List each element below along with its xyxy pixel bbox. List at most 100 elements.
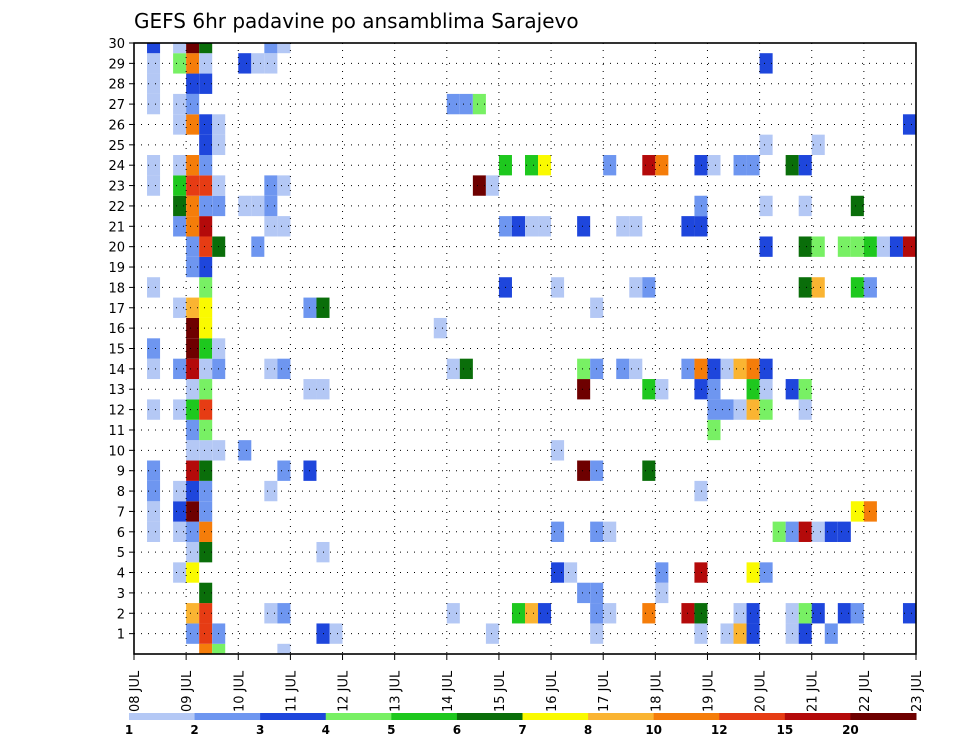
plot-frame: [133, 42, 917, 655]
heatmap-cell: [642, 277, 656, 298]
heatmap-cell: [173, 521, 187, 542]
heatmap-cell: [264, 358, 278, 380]
heatmap-cell: [173, 175, 187, 196]
x-tick-label: 21 JUL: [806, 670, 821, 712]
heatmap-cell: [525, 155, 539, 176]
heatmap-cell: [811, 603, 825, 624]
heatmap-cell: [251, 236, 265, 257]
heatmap-cell: [199, 501, 213, 522]
y-tick-label: 8: [117, 485, 125, 500]
y-tick-label: 13: [108, 383, 125, 398]
heatmap-cell: [850, 236, 864, 257]
heatmap-cell: [264, 603, 278, 624]
heatmap-cell: [577, 460, 591, 481]
heatmap-cell: [811, 521, 825, 542]
heatmap-cell: [173, 53, 187, 74]
heatmap-cell: [759, 379, 773, 400]
heatmap-cell: [733, 623, 747, 644]
heatmap-cell: [564, 562, 578, 583]
heatmap-cell: [199, 440, 213, 461]
y-tick-label: 10: [108, 444, 125, 459]
heatmap-cell: [199, 379, 213, 400]
heatmap-cell: [199, 297, 213, 318]
heatmap-cell: [199, 175, 213, 196]
legend-tick-label: 10: [645, 723, 662, 737]
heatmap-cell: [147, 480, 161, 502]
heatmap-cell: [212, 643, 226, 654]
legend-tick-label: 3: [256, 723, 264, 737]
legend-tick-label: 12: [711, 723, 728, 737]
heatmap-cell: [186, 419, 200, 441]
heatmap-cell: [759, 53, 773, 74]
heatmap-cell: [186, 521, 200, 542]
y-tick-label: 20: [108, 241, 125, 256]
heatmap-cell: [720, 358, 734, 380]
legend-swatch: [456, 713, 523, 720]
legend-tick-label: 1: [125, 723, 133, 737]
heatmap-cell: [551, 277, 565, 298]
heatmap-cell: [707, 358, 721, 380]
y-tick-label: 21: [108, 220, 125, 235]
heatmap-cell: [642, 155, 656, 176]
heatmap-cell: [798, 399, 812, 420]
heatmap-cell: [446, 603, 460, 624]
heatmap-cell: [759, 236, 773, 257]
heatmap-cell: [694, 216, 708, 237]
heatmap-cell: [186, 358, 200, 380]
heatmap-cell: [694, 480, 708, 502]
heatmap-cell: [147, 175, 161, 196]
heatmap-cell: [746, 562, 760, 583]
heatmap-cell: [433, 317, 447, 339]
heatmap-cell: [511, 603, 525, 624]
heatmap-cell: [694, 358, 708, 380]
heatmap-cell: [694, 562, 708, 583]
heatmap-cell: [759, 358, 773, 380]
legend-swatch: [850, 713, 917, 720]
legend-tick-label: 2: [190, 723, 198, 737]
heatmap-cell: [759, 195, 773, 217]
y-tick-label: 25: [108, 139, 125, 154]
heatmap-cell: [199, 277, 213, 298]
y-tick-label: 24: [108, 159, 125, 174]
heatmap-cell: [746, 603, 760, 624]
heatmap-cell: [629, 358, 643, 380]
heatmap-cell: [147, 460, 161, 481]
heatmap-cell: [186, 155, 200, 176]
color-legend: 1 2 3 4 5 6 7 8 10 12 15 20: [125, 713, 917, 737]
heatmap-cell: [277, 216, 291, 237]
heatmap-cell: [147, 73, 161, 94]
heatmap-cell: [173, 480, 187, 502]
heatmap-cell: [837, 603, 851, 624]
heatmap-cell: [186, 43, 200, 54]
heatmap-cell: [642, 460, 656, 481]
x-tick-label: 15 JUL: [493, 670, 508, 712]
legend-swatch: [522, 713, 589, 720]
legend-swatch: [784, 713, 851, 720]
heatmap-cell: [199, 236, 213, 257]
heatmap-cell: [694, 379, 708, 400]
heatmap-cell: [186, 440, 200, 461]
heatmap-cell: [694, 623, 708, 644]
heatmap-cell: [238, 440, 252, 461]
y-tick-label: 15: [108, 343, 125, 358]
heatmap-cell: [720, 399, 734, 420]
heatmap-cell: [186, 379, 200, 400]
heatmap-cell: [277, 603, 291, 624]
heatmap-cell: [798, 603, 812, 624]
y-tick-label: 19: [108, 261, 125, 276]
y-tick-label: 22: [108, 200, 125, 215]
y-tick-label: 7: [117, 505, 125, 520]
heatmap-cells: [147, 43, 916, 654]
heatmap-cell: [798, 277, 812, 298]
heatmap-cell: [238, 53, 252, 74]
heatmap-cell: [199, 256, 213, 278]
heatmap-cell: [316, 623, 330, 644]
gridlines: [134, 43, 916, 654]
heatmap-cell: [902, 603, 916, 624]
heatmap-cell: [798, 623, 812, 644]
heatmap-cell: [173, 155, 187, 176]
x-tick-label: 22 JUL: [858, 670, 873, 712]
heatmap-cell: [694, 195, 708, 217]
heatmap-cell: [277, 43, 291, 54]
y-tick-label: 17: [108, 302, 125, 317]
